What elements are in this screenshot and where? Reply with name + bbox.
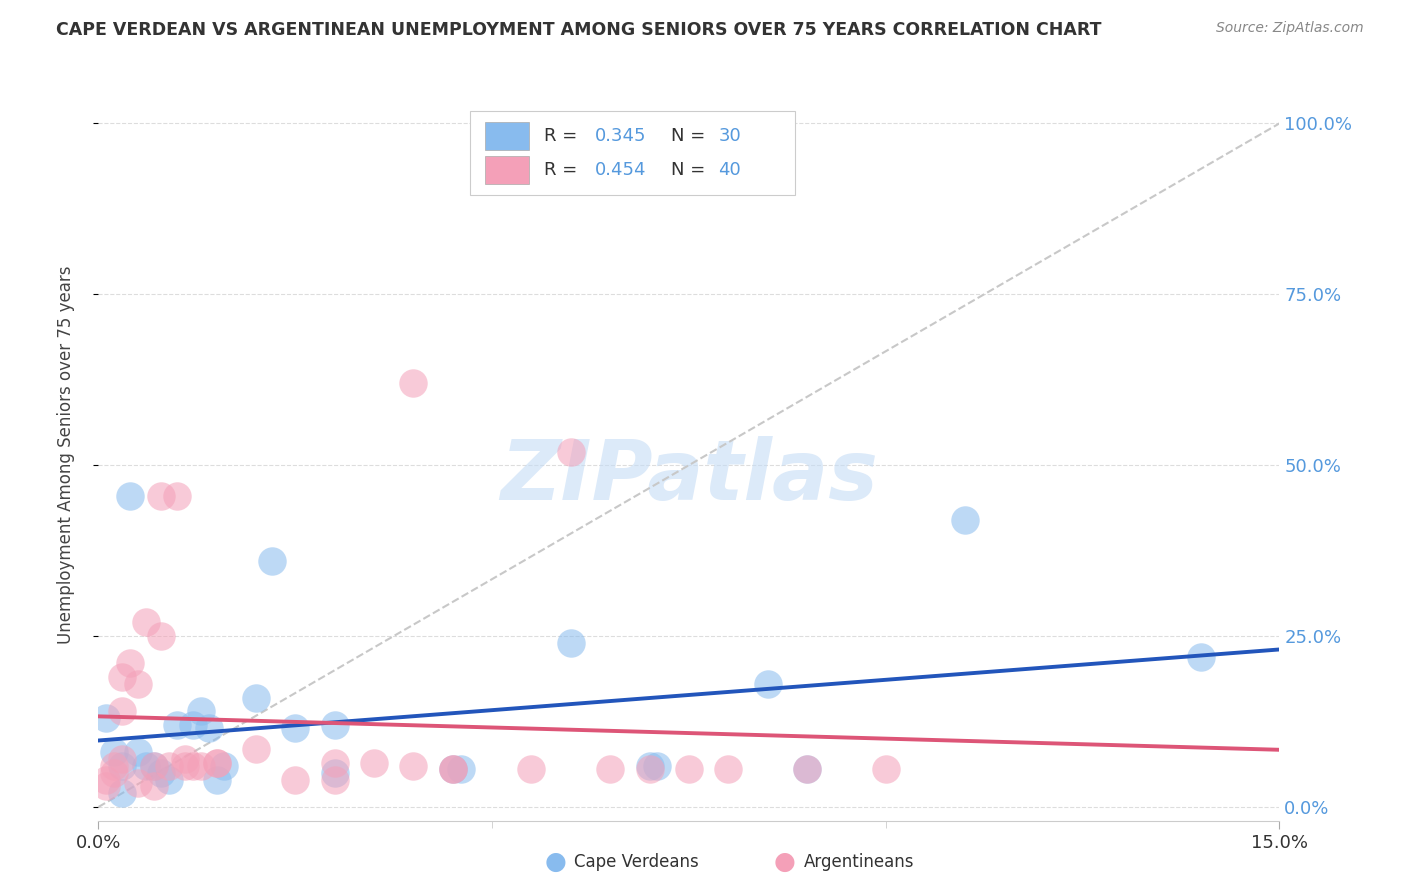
Point xyxy=(181,718,204,732)
Point xyxy=(638,759,661,773)
Text: 0.454: 0.454 xyxy=(595,161,645,179)
Point xyxy=(127,677,149,691)
FancyBboxPatch shape xyxy=(485,156,530,185)
Point xyxy=(323,756,346,770)
Point xyxy=(111,786,134,800)
Point xyxy=(441,763,464,777)
Point xyxy=(142,780,165,794)
Point xyxy=(103,745,125,759)
Point xyxy=(323,718,346,732)
Point xyxy=(118,657,141,671)
Point xyxy=(678,763,700,777)
Point xyxy=(142,759,165,773)
Point xyxy=(111,759,134,773)
Point xyxy=(560,444,582,458)
Point xyxy=(450,763,472,777)
Point xyxy=(103,759,125,773)
Point xyxy=(284,722,307,736)
Point xyxy=(157,772,180,787)
Point xyxy=(103,765,125,780)
Text: N =: N = xyxy=(671,127,711,145)
Point xyxy=(142,759,165,773)
Point xyxy=(96,711,118,725)
Text: 30: 30 xyxy=(718,127,741,145)
Point xyxy=(363,756,385,770)
Point xyxy=(647,759,669,773)
Point xyxy=(245,742,267,756)
Point xyxy=(560,636,582,650)
Point xyxy=(756,677,779,691)
Point xyxy=(135,615,157,630)
Text: ZIPatlas: ZIPatlas xyxy=(501,436,877,517)
Text: N =: N = xyxy=(671,161,711,179)
Point xyxy=(174,759,197,773)
Point xyxy=(638,763,661,777)
Point xyxy=(111,704,134,718)
Point xyxy=(323,772,346,787)
Text: 40: 40 xyxy=(718,161,741,179)
Point xyxy=(402,759,425,773)
Text: ●: ● xyxy=(773,850,796,873)
Point xyxy=(150,765,173,780)
Point xyxy=(599,763,621,777)
Point xyxy=(796,763,818,777)
Point xyxy=(260,554,283,568)
Point xyxy=(135,759,157,773)
Point xyxy=(717,763,740,777)
Point xyxy=(245,690,267,705)
Point xyxy=(284,772,307,787)
Point xyxy=(953,513,976,527)
Point xyxy=(205,756,228,770)
Text: Cape Verdeans: Cape Verdeans xyxy=(574,853,699,871)
Text: ●: ● xyxy=(544,850,567,873)
Text: CAPE VERDEAN VS ARGENTINEAN UNEMPLOYMENT AMONG SENIORS OVER 75 YEARS CORRELATION: CAPE VERDEAN VS ARGENTINEAN UNEMPLOYMENT… xyxy=(56,21,1102,38)
Point xyxy=(118,489,141,503)
Point xyxy=(441,763,464,777)
Point xyxy=(111,752,134,766)
Text: R =: R = xyxy=(544,161,582,179)
Point xyxy=(441,763,464,777)
Point xyxy=(127,745,149,759)
Point xyxy=(150,489,173,503)
Point xyxy=(127,776,149,790)
Point xyxy=(197,722,219,736)
Point xyxy=(214,759,236,773)
Text: R =: R = xyxy=(544,127,582,145)
Point xyxy=(190,704,212,718)
Point xyxy=(796,763,818,777)
Text: Argentineans: Argentineans xyxy=(804,853,915,871)
FancyBboxPatch shape xyxy=(471,112,796,195)
Point xyxy=(520,763,543,777)
Point xyxy=(875,763,897,777)
Point xyxy=(157,759,180,773)
Point xyxy=(205,756,228,770)
Point xyxy=(174,752,197,766)
Text: 0.345: 0.345 xyxy=(595,127,645,145)
Point xyxy=(402,376,425,391)
Point xyxy=(323,765,346,780)
Point xyxy=(205,772,228,787)
Point xyxy=(111,670,134,684)
Point xyxy=(181,759,204,773)
Point xyxy=(190,759,212,773)
Point xyxy=(150,629,173,643)
FancyBboxPatch shape xyxy=(485,122,530,150)
Point xyxy=(96,772,118,787)
Point xyxy=(96,780,118,794)
Point xyxy=(166,718,188,732)
Point xyxy=(166,489,188,503)
Text: Source: ZipAtlas.com: Source: ZipAtlas.com xyxy=(1216,21,1364,35)
Y-axis label: Unemployment Among Seniors over 75 years: Unemployment Among Seniors over 75 years xyxy=(56,266,75,644)
Point xyxy=(1189,649,1212,664)
